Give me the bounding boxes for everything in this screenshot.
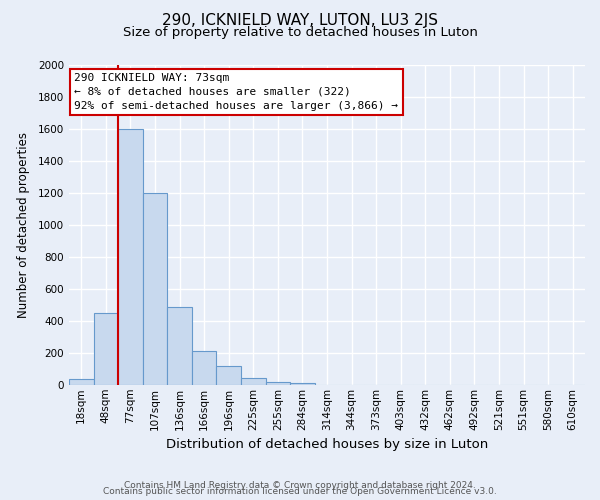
Text: 290, ICKNIELD WAY, LUTON, LU3 2JS: 290, ICKNIELD WAY, LUTON, LU3 2JS: [162, 12, 438, 28]
Y-axis label: Number of detached properties: Number of detached properties: [17, 132, 29, 318]
Bar: [69, 380, 94, 385]
Bar: [167, 306, 192, 385]
Text: Contains HM Land Registry data © Crown copyright and database right 2024.: Contains HM Land Registry data © Crown c…: [124, 481, 476, 490]
Bar: [143, 193, 167, 385]
Bar: [118, 129, 143, 385]
Text: 290 ICKNIELD WAY: 73sqm
← 8% of detached houses are smaller (322)
92% of semi-de: 290 ICKNIELD WAY: 73sqm ← 8% of detached…: [74, 73, 398, 111]
Bar: [94, 313, 118, 385]
Bar: [192, 352, 217, 385]
Bar: [241, 378, 266, 385]
Bar: [290, 382, 315, 385]
Text: Contains public sector information licensed under the Open Government Licence v3: Contains public sector information licen…: [103, 488, 497, 496]
Text: Size of property relative to detached houses in Luton: Size of property relative to detached ho…: [122, 26, 478, 39]
X-axis label: Distribution of detached houses by size in Luton: Distribution of detached houses by size …: [166, 438, 488, 451]
Bar: [217, 366, 241, 385]
Bar: [266, 382, 290, 385]
